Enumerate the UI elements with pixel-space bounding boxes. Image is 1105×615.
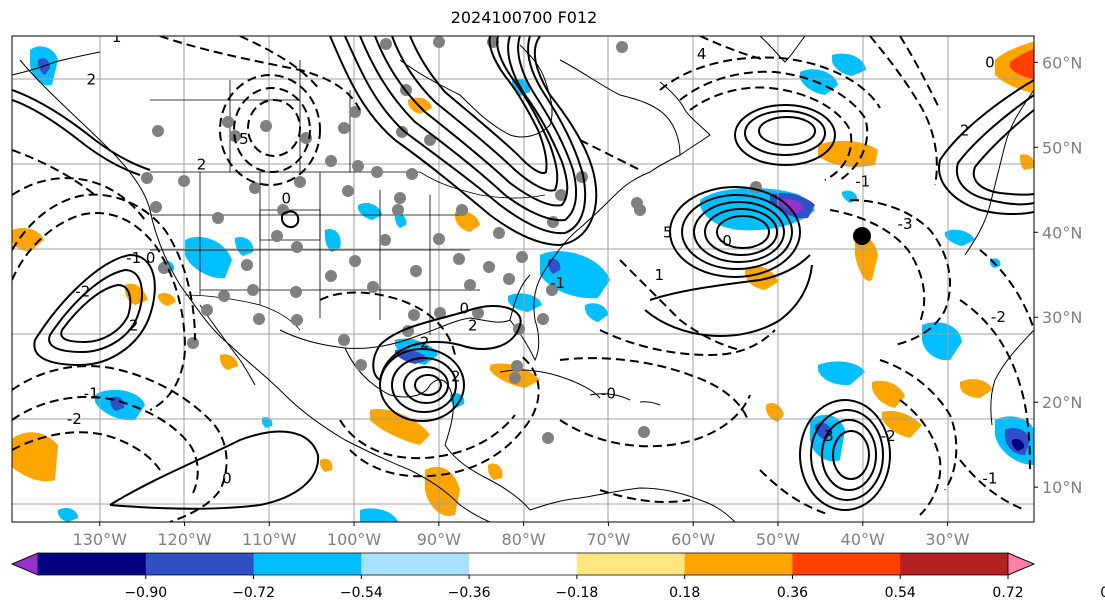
- colorbar-label: 0.18: [669, 585, 700, 601]
- colorbar-label: −0.36: [448, 585, 491, 601]
- contour-label: -1: [84, 385, 99, 403]
- contour-label: 2: [451, 368, 461, 386]
- colorbar-segment: [38, 553, 147, 575]
- colorbar-segment: [900, 553, 1009, 575]
- lon-tick-label: 40°W: [841, 530, 885, 549]
- contour-label: 0: [985, 53, 995, 71]
- colorbar-extend-low: [10, 552, 39, 576]
- contour-label: 2: [468, 317, 478, 335]
- colorbar-segment: [361, 553, 470, 575]
- lon-tick-label: 120°W: [157, 530, 212, 549]
- contour-label: 2: [86, 70, 96, 88]
- lon-tick-label: 110°W: [242, 530, 297, 549]
- colorbar-outline: [10, 552, 1036, 576]
- colorbar-label: 0.90: [1100, 585, 1105, 601]
- colorbar-extend-high: [1007, 552, 1036, 576]
- contour-label: -3: [898, 215, 913, 233]
- contour-label: 0: [222, 470, 232, 488]
- colorbar-segment: [576, 553, 686, 575]
- colorbar-segment: [253, 553, 362, 575]
- lon-tick-label: 50°W: [756, 530, 800, 549]
- contour-label: -2: [414, 334, 429, 352]
- negative-contours: [12, 36, 1034, 522]
- lat-tick-label: 30°N: [1042, 308, 1082, 327]
- contour-label: -0: [601, 385, 616, 403]
- colorbar-segment: [145, 553, 255, 575]
- colorbar-label: 0.54: [885, 585, 916, 601]
- contour-label: 2: [197, 155, 207, 173]
- contour-label: -2: [67, 410, 82, 428]
- lon-tick-label: 30°W: [925, 530, 969, 549]
- map-frame: [11, 35, 1035, 523]
- contour-label: 0: [281, 189, 291, 207]
- contour-label: -1: [126, 249, 141, 267]
- lon-tick-label: 130°W: [73, 530, 128, 549]
- colorbar-label: 0.72: [992, 585, 1023, 601]
- map-background: [12, 36, 1034, 522]
- contour-label: 0: [460, 300, 470, 318]
- colorbar-segment: [469, 553, 578, 575]
- lon-tick-label: 90°W: [417, 530, 461, 549]
- colorbar: −0.90 −0.72 −0.54 −0.36 −0.18 0.18 0.36 0.54 0.7…: [10, 552, 1105, 601]
- latitude-tick-labels: 10°N 20°N 30°N 40°N 50°N 60°N: [1034, 53, 1082, 497]
- colorbar-label: −0.18: [555, 585, 598, 601]
- colorbar-segment: [792, 553, 901, 575]
- lat-tick-label: 10°N: [1042, 478, 1082, 497]
- lon-tick-label: 80°W: [502, 530, 546, 549]
- contour-label: -2: [75, 283, 90, 301]
- contour-label: -1: [982, 470, 997, 488]
- contour-label: 5: [663, 223, 673, 241]
- lat-tick-label: 20°N: [1042, 393, 1082, 412]
- contour-label: -2: [881, 427, 896, 445]
- center-marker: [853, 227, 871, 245]
- map-title: 2024100700 F012: [450, 8, 598, 27]
- longitude-tick-labels: 130°W 120°W 110°W 100°W 90°W 80°W 70°W 60°W 50°W…: [73, 522, 970, 549]
- colorbar-label: 0.36: [777, 585, 808, 601]
- colorbar-label: −0.54: [340, 585, 383, 601]
- lon-tick-label: 70°W: [586, 530, 630, 549]
- contour-label: 2: [129, 317, 139, 335]
- contour-label: -1: [855, 172, 870, 190]
- contour-label: 3: [824, 427, 834, 445]
- shaded-anomaly-regions: [12, 41, 1034, 522]
- graticule: [12, 36, 1034, 522]
- contour-label: 0: [146, 249, 156, 267]
- positive-contours: [12, 36, 1034, 511]
- contour-label: -2: [991, 308, 1006, 326]
- colorbar-label: −0.90: [124, 585, 167, 601]
- contour-label: 1: [655, 266, 665, 284]
- contour-label: 2: [960, 121, 970, 139]
- contour-label: 5: [239, 130, 249, 148]
- lon-tick-label: 60°W: [671, 530, 715, 549]
- lat-tick-label: 60°N: [1042, 53, 1082, 72]
- contour-label: 1: [112, 28, 122, 46]
- coastlines: [12, 36, 1034, 522]
- lat-tick-label: 50°N: [1042, 138, 1082, 157]
- colorbar-segment: [684, 553, 793, 575]
- lon-tick-label: 100°W: [327, 530, 382, 549]
- station-dots: [141, 36, 762, 444]
- contour-label: 4: [697, 45, 707, 63]
- lat-tick-label: 40°N: [1042, 223, 1082, 242]
- contour-label: 0: [722, 232, 732, 250]
- contour-label: -1: [550, 274, 565, 292]
- colorbar-label: −0.72: [232, 585, 275, 601]
